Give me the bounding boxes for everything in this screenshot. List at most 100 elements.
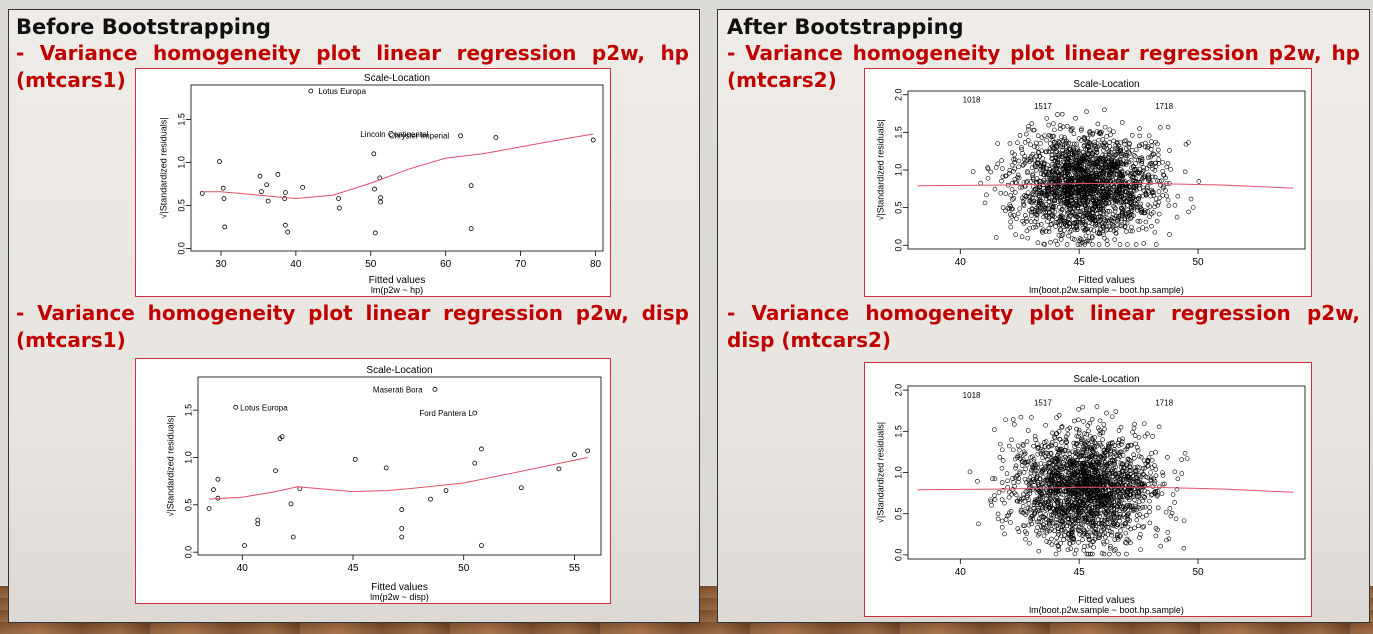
data-point — [1065, 490, 1071, 495]
data-point — [1084, 460, 1090, 466]
data-point — [1084, 164, 1090, 169]
data-point — [1044, 487, 1049, 492]
data-point — [1067, 221, 1073, 226]
data-point — [279, 434, 285, 440]
data-point — [1045, 444, 1051, 450]
data-point — [1112, 162, 1118, 167]
data-point — [1010, 417, 1016, 422]
data-point — [1093, 452, 1099, 457]
data-point — [1149, 211, 1154, 217]
data-point — [1117, 242, 1123, 247]
data-point — [1042, 204, 1047, 210]
data-point — [1136, 227, 1142, 232]
data-point — [1032, 500, 1037, 506]
data-point — [1108, 482, 1113, 487]
data-point — [1082, 492, 1087, 498]
data-point — [1113, 176, 1119, 181]
data-point — [1092, 536, 1098, 542]
data-point — [1148, 470, 1153, 475]
data-point — [1170, 492, 1176, 497]
data-point — [1125, 517, 1131, 522]
data-point — [1118, 140, 1123, 145]
data-point — [1124, 513, 1130, 519]
data-point — [1035, 451, 1041, 457]
data-point — [1128, 442, 1133, 448]
data-point — [1088, 213, 1093, 219]
data-point — [1118, 212, 1123, 218]
data-point — [1055, 451, 1061, 456]
data-point — [1058, 491, 1064, 497]
data-point — [1115, 537, 1121, 542]
data-point — [1046, 149, 1052, 154]
data-point — [1016, 164, 1021, 170]
data-point — [1009, 187, 1015, 192]
data-point — [1097, 514, 1103, 519]
data-point — [1073, 115, 1078, 121]
data-point — [1135, 464, 1140, 470]
data-point — [1051, 512, 1056, 518]
data-point — [1122, 447, 1128, 453]
data-point — [1109, 156, 1115, 161]
data-point — [1024, 228, 1030, 234]
data-point — [1134, 517, 1140, 523]
data-point — [995, 516, 1001, 522]
data-point — [1029, 191, 1035, 196]
data-point — [1061, 166, 1066, 171]
data-point — [1134, 208, 1140, 213]
model-formula-label: lm(boot.p2w.sample ~ boot.hp.sample) — [1029, 605, 1184, 615]
data-point — [1067, 185, 1073, 191]
data-point — [1102, 450, 1108, 455]
data-point — [1115, 218, 1120, 224]
data-point — [1184, 456, 1190, 461]
data-point — [1027, 491, 1033, 496]
data-point — [1110, 215, 1115, 220]
data-point — [1031, 459, 1037, 465]
data-point — [1163, 188, 1168, 193]
data-point — [1175, 476, 1181, 482]
data-point — [1049, 162, 1055, 167]
data-point — [1132, 421, 1137, 427]
data-point — [1093, 441, 1099, 446]
data-point — [992, 427, 997, 432]
data-point — [1000, 205, 1006, 210]
data-point — [1006, 443, 1012, 449]
chart-svg: Scale-Location 30 40 50 60 70 80 0.0 0.5 1.0 1.5 Fi… — [158, 73, 604, 295]
data-point — [282, 196, 288, 201]
data-point — [1086, 441, 1091, 446]
data-point — [1160, 193, 1165, 198]
data-point — [336, 196, 341, 201]
data-point — [1067, 541, 1073, 546]
data-point — [1133, 468, 1138, 473]
data-point — [1079, 473, 1085, 478]
panel-heading: After Bootstrapping — [727, 15, 964, 39]
data-point — [1065, 427, 1070, 432]
data-point — [1029, 213, 1034, 218]
data-point — [1079, 240, 1085, 246]
data-point — [1024, 439, 1030, 445]
data-point — [1032, 511, 1038, 516]
data-point — [1053, 224, 1058, 229]
data-point — [1089, 499, 1094, 505]
data-point — [1085, 226, 1090, 232]
data-point — [1086, 172, 1092, 178]
data-point — [1115, 222, 1121, 228]
data-point — [1100, 479, 1105, 484]
data-point — [1024, 531, 1029, 536]
data-point — [1110, 222, 1115, 227]
data-point — [1076, 512, 1081, 518]
data-point — [1071, 166, 1077, 172]
data-point — [1111, 138, 1116, 144]
data-point — [1154, 493, 1160, 499]
data-point — [1057, 447, 1063, 453]
data-point — [992, 493, 997, 498]
data-point — [221, 196, 227, 201]
data-point — [1153, 473, 1159, 478]
data-point — [1012, 456, 1018, 462]
data-point — [1128, 206, 1134, 211]
data-point — [1136, 435, 1142, 440]
data-point — [1082, 431, 1087, 436]
data-point — [1085, 479, 1090, 484]
data-point — [1111, 447, 1117, 452]
data-point — [1145, 184, 1150, 189]
data-point — [1138, 454, 1144, 460]
